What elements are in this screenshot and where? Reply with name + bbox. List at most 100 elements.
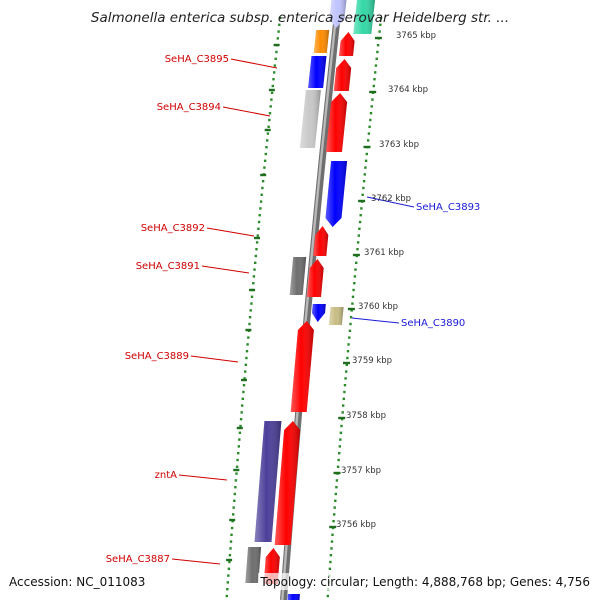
tick-dot [245,350,249,353]
tick-dot [270,91,274,94]
tick-dot [241,397,244,400]
tick-label-3765: 3765 kbp [396,31,436,41]
tick-dot [265,146,268,149]
gene-label-sehac3895: SeHA_C3895 [165,54,229,65]
tick-dot [330,540,334,543]
tick-dot [255,248,258,251]
tick-minor [245,328,252,332]
feature-shading [299,90,321,148]
tick-dot [376,50,379,54]
tick-dot [249,309,252,312]
tick-major [343,361,350,365]
tick-dot [230,526,234,530]
tick-dot [351,302,354,305]
tick-minor [229,518,236,522]
tick-dot [334,499,337,502]
tick-dot [250,295,254,298]
tick-label-3758: 3758 kbp [346,411,386,421]
tick-dot [348,329,352,332]
map-summary-text: Topology: circular; Length: 4,888,768 bp… [259,575,590,589]
feature-shading [326,93,348,152]
footer-backdrop-right [258,573,594,590]
tick-dot [379,16,383,20]
tick-dot [254,261,257,264]
gene-label-sehac3890: SeHA_C3890 [401,318,465,329]
tick-dot [228,554,232,557]
tick-dot [242,390,245,394]
tick-dot [232,513,235,516]
tick-dot [273,64,277,67]
tick-dot [226,581,229,584]
tick-dot [237,445,240,448]
tick-dot [256,234,259,237]
tick-major [374,36,382,40]
tick-dot [345,370,348,373]
label-leader-line [206,227,255,237]
tick-label-3760: 3760 kbp [358,302,398,312]
tick-dot [326,594,329,598]
tick-dot [358,220,362,224]
tick-minor [260,173,267,177]
tick-dot [333,513,336,516]
tick-dot [258,214,261,217]
kbp-tick-labels: 3765 kbp 3764 kbp 3763 kbp 3762 kbp 3761… [336,31,436,530]
label-leader-line [230,58,278,69]
tick-dot [228,560,231,564]
feature-shading [353,0,375,34]
tick-dot [367,132,371,135]
tick-dot [355,261,358,264]
tick-dot [342,404,345,407]
tick-dot [237,452,240,455]
tick-dot [264,152,267,156]
tick-dot [342,397,345,400]
feature-shading [329,0,347,28]
tick-dot [379,23,382,26]
tick-dot [273,71,276,74]
tick-dot [373,78,376,81]
tick-dot [278,16,282,20]
tick-dot [261,180,265,183]
tick-dot [275,50,278,54]
tick-dot [364,159,368,162]
tick-dot [234,479,238,482]
tick-dot [369,112,373,115]
tick-dot [333,506,336,509]
tick-dot [266,132,270,135]
tick-dot [375,57,378,60]
tick-dot [239,424,242,428]
tick-dot [272,78,275,81]
tick-dot [239,418,243,421]
tick-dot [359,214,362,217]
tick-dot [276,37,279,40]
tick-dot [234,486,237,489]
tick-dot [339,438,342,441]
label-leader-line [366,196,415,208]
tick-minor [241,378,247,382]
tick-dot [260,193,263,196]
tick-dot [335,486,338,489]
tick-dot [353,282,356,285]
tick-dot [270,98,273,101]
tick-dot [361,193,364,196]
tick-dot [252,282,255,285]
tick-label-3756: 3756 kbp [336,520,376,530]
tick-dot [238,431,242,434]
label-leader-line [351,317,400,324]
label-leader-line [201,265,250,274]
tick-dot [236,458,239,462]
tick-dot [334,492,337,496]
feature-shading [312,304,326,322]
tick-dot [329,554,333,557]
tick-minor [264,128,271,132]
tick-dot [364,166,367,169]
tick-dot [233,499,236,502]
tick-dot [232,506,235,509]
tick-dot [346,350,350,353]
tick-major [358,199,366,203]
tick-dot [369,118,372,122]
tick-dot [376,44,380,47]
tick-dot [338,445,341,448]
tick-dot [347,343,350,346]
feature-shading [308,56,327,88]
feature-shading [313,30,330,53]
